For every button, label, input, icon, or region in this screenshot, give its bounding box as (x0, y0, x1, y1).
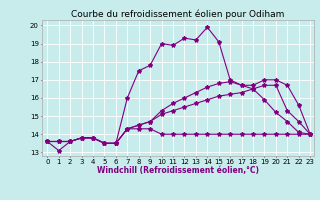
X-axis label: Windchill (Refroidissement éolien,°C): Windchill (Refroidissement éolien,°C) (97, 166, 259, 175)
Title: Courbe du refroidissement éolien pour Odiham: Courbe du refroidissement éolien pour Od… (71, 10, 284, 19)
